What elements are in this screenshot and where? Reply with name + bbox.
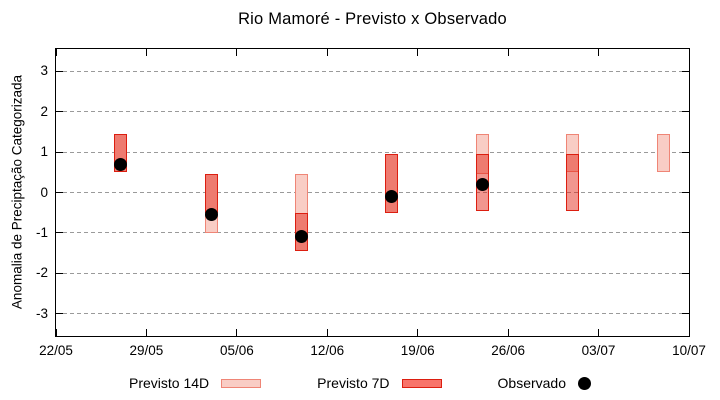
y-axis-tick xyxy=(56,70,63,72)
previsto-7d-swatch-icon xyxy=(401,378,442,388)
x-axis-tick xyxy=(326,49,328,56)
plot-area xyxy=(55,48,690,337)
gridline xyxy=(56,313,689,315)
x-tick-label: 12/06 xyxy=(310,343,345,358)
x-tick-label: 03/07 xyxy=(581,343,616,358)
observado-point xyxy=(475,177,489,191)
x-axis-tick xyxy=(55,49,57,56)
legend-label-previsto-7d: Previsto 7D xyxy=(317,375,390,391)
observado-point xyxy=(204,208,218,222)
previsto-14d-bar xyxy=(475,133,489,175)
x-axis-tick xyxy=(417,49,419,56)
previsto-14d-bar xyxy=(566,133,580,173)
y-axis-tick xyxy=(56,151,63,153)
previsto-14d-bar xyxy=(656,133,670,173)
y-tick-label: -1 xyxy=(35,224,48,240)
y-axis-tick xyxy=(682,313,689,315)
legend-item-previsto-7d: Previsto 7D xyxy=(317,375,442,391)
x-axis-tick xyxy=(507,329,509,336)
y-axis-tick xyxy=(56,313,63,315)
x-tick-label: 29/05 xyxy=(129,343,164,358)
y-axis-tick xyxy=(682,111,689,113)
x-axis-tick xyxy=(598,329,600,336)
x-axis-tick xyxy=(507,49,509,56)
x-axis-tick xyxy=(417,329,419,336)
x-axis-tick xyxy=(326,329,328,336)
x-axis-tick xyxy=(145,329,147,336)
x-axis-tick xyxy=(688,329,690,336)
y-axis-tick xyxy=(682,272,689,274)
x-axis-tick xyxy=(55,329,57,336)
gridline xyxy=(56,111,689,113)
observado-dot-icon xyxy=(578,376,591,390)
observado-point xyxy=(114,157,128,171)
legend-item-previsto-14d: Previsto 14D xyxy=(129,375,262,391)
y-axis-tick xyxy=(682,232,689,234)
y-axis-tick xyxy=(56,111,63,113)
previsto-14d-swatch-icon xyxy=(221,378,262,388)
previsto-7d-bar xyxy=(566,154,580,211)
y-tick-label: 3 xyxy=(40,63,48,79)
y-tick-label: 1 xyxy=(40,144,48,160)
y-tick-label: -2 xyxy=(35,265,48,281)
y-axis-tick xyxy=(682,151,689,153)
x-axis-tick xyxy=(236,49,238,56)
x-tick-label: 10/07 xyxy=(672,343,706,358)
gridline xyxy=(56,232,689,234)
y-tick-label: 2 xyxy=(40,103,48,119)
x-tick-label: 26/06 xyxy=(491,343,526,358)
y-axis-tick xyxy=(682,70,689,72)
x-axis-tick xyxy=(598,49,600,56)
y-axis-tick xyxy=(56,272,63,274)
gridline xyxy=(56,70,689,72)
x-axis-tick xyxy=(236,329,238,336)
y-tick-label: -3 xyxy=(35,305,48,321)
gridline xyxy=(56,192,689,193)
gridline xyxy=(56,151,689,153)
gridline xyxy=(56,272,689,274)
previsto-7d-bar xyxy=(385,154,399,213)
y-axis-tick xyxy=(682,192,689,193)
observado-point xyxy=(294,230,308,244)
y-axis-tick xyxy=(56,232,63,234)
x-axis-tick xyxy=(145,49,147,56)
x-tick-label: 19/06 xyxy=(400,343,435,358)
x-tick-label: 05/06 xyxy=(219,343,254,358)
legend-label-observado: Observado xyxy=(497,375,566,391)
legend-label-previsto-14d: Previsto 14D xyxy=(129,375,210,391)
y-tick-label: 0 xyxy=(40,184,48,200)
y-axis-tick xyxy=(56,192,63,193)
legend: Previsto 14D Previsto 7D Observado xyxy=(0,375,720,391)
previsto-7d-bar xyxy=(204,174,218,213)
chart-title: Rio Mamoré - Previsto x Observado xyxy=(238,10,507,28)
x-tick-label: 22/05 xyxy=(39,343,73,358)
legend-item-observado: Observado xyxy=(498,375,591,391)
observado-point xyxy=(385,190,399,204)
x-axis-tick xyxy=(688,49,690,56)
